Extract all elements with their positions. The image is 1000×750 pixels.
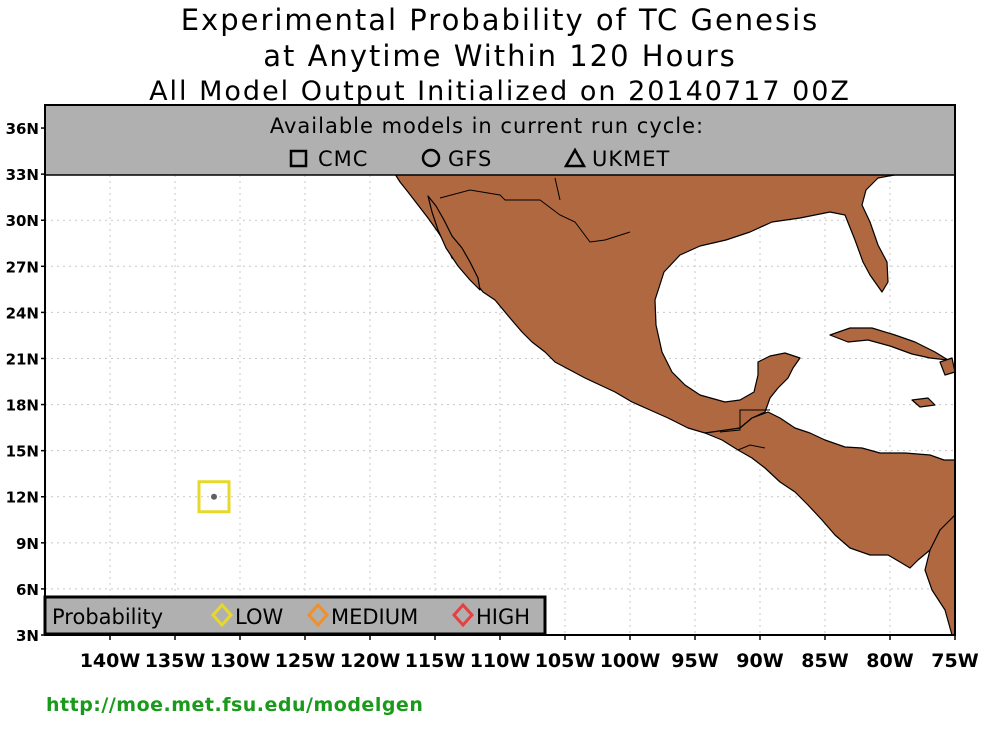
lon-label: 110W xyxy=(470,650,531,672)
legend-medium: MEDIUM xyxy=(331,605,418,629)
country-borders xyxy=(439,177,770,451)
models-heading: Available models in current run cycle: xyxy=(270,114,704,138)
lat-lon-grid xyxy=(45,173,955,635)
baja-california xyxy=(427,195,481,291)
cmc-low-probability-box[interactable] xyxy=(197,480,231,514)
lat-label: 21N xyxy=(6,350,39,368)
lat-label: 33N xyxy=(6,166,39,184)
lat-label: 27N xyxy=(6,258,39,276)
legend-low: LOW xyxy=(235,605,283,629)
triangle-icon xyxy=(563,147,587,168)
lat-label: 36N xyxy=(6,120,39,138)
lat-label: 15N xyxy=(6,443,39,461)
lon-label: 140W xyxy=(80,650,141,672)
title-line-2: at Anytime Within 120 Hours xyxy=(263,39,737,73)
high-diamond-icon xyxy=(451,602,475,628)
map-panel: Available models in current run cycle: C… xyxy=(6,104,979,672)
hispaniola-island xyxy=(939,357,956,376)
probability-legend: Probability LOW MEDIUM HIGH xyxy=(43,595,547,636)
latitude-axis: 36N 33N 30N 27N 24N 21N 18N 15N 12N 9N 6N 3N xyxy=(6,120,45,645)
medium-diamond-icon xyxy=(306,602,330,628)
model-label-ukmet: UKMET xyxy=(592,147,670,171)
lat-label: 12N xyxy=(6,489,39,507)
lat-label: 30N xyxy=(6,212,39,230)
lon-label: 105W xyxy=(535,650,596,672)
lat-label: 24N xyxy=(6,304,39,322)
model-label-cmc: CMC xyxy=(318,147,368,171)
lon-label: 75W xyxy=(931,650,978,672)
models-header-box: Available models in current run cycle: C… xyxy=(44,104,956,176)
low-diamond-icon xyxy=(210,602,234,628)
lat-label: 9N xyxy=(16,535,39,553)
lon-label: 135W xyxy=(145,650,206,672)
lon-label: 95W xyxy=(671,650,718,672)
lon-label: 130W xyxy=(210,650,271,672)
north-america-land xyxy=(394,173,901,434)
jamaica-island xyxy=(911,397,936,408)
legend-title: Probability xyxy=(52,605,163,629)
genesis-point-dot xyxy=(211,493,217,500)
genesis-marker[interactable] xyxy=(197,480,231,514)
lon-label: 120W xyxy=(340,650,401,672)
central-america-land xyxy=(704,411,956,569)
lat-label: 3N xyxy=(16,627,39,645)
square-icon xyxy=(289,149,308,168)
lat-label: 6N xyxy=(16,581,39,599)
title-line-3: All Model Output Initialized on 20140717… xyxy=(149,76,851,107)
model-label-gfs: GFS xyxy=(448,147,492,171)
lon-label: 80W xyxy=(866,650,913,672)
lat-label: 18N xyxy=(6,397,39,415)
lon-label: 115W xyxy=(405,650,466,672)
source-url-link[interactable]: http://moe.met.fsu.edu/modelgen xyxy=(46,694,424,716)
lon-label: 100W xyxy=(600,650,661,672)
legend-high: HIGH xyxy=(476,605,530,629)
title-line-1: Experimental Probability of TC Genesis xyxy=(180,3,820,37)
lon-label: 90W xyxy=(736,650,783,672)
lon-label: 125W xyxy=(275,650,336,672)
longitude-axis: 140W 135W 130W 125W 120W 115W 110W 105W 100W 95W 9… xyxy=(80,635,979,672)
cuba-island xyxy=(829,327,949,361)
circle-icon xyxy=(421,148,441,168)
lon-label: 85W xyxy=(801,650,848,672)
